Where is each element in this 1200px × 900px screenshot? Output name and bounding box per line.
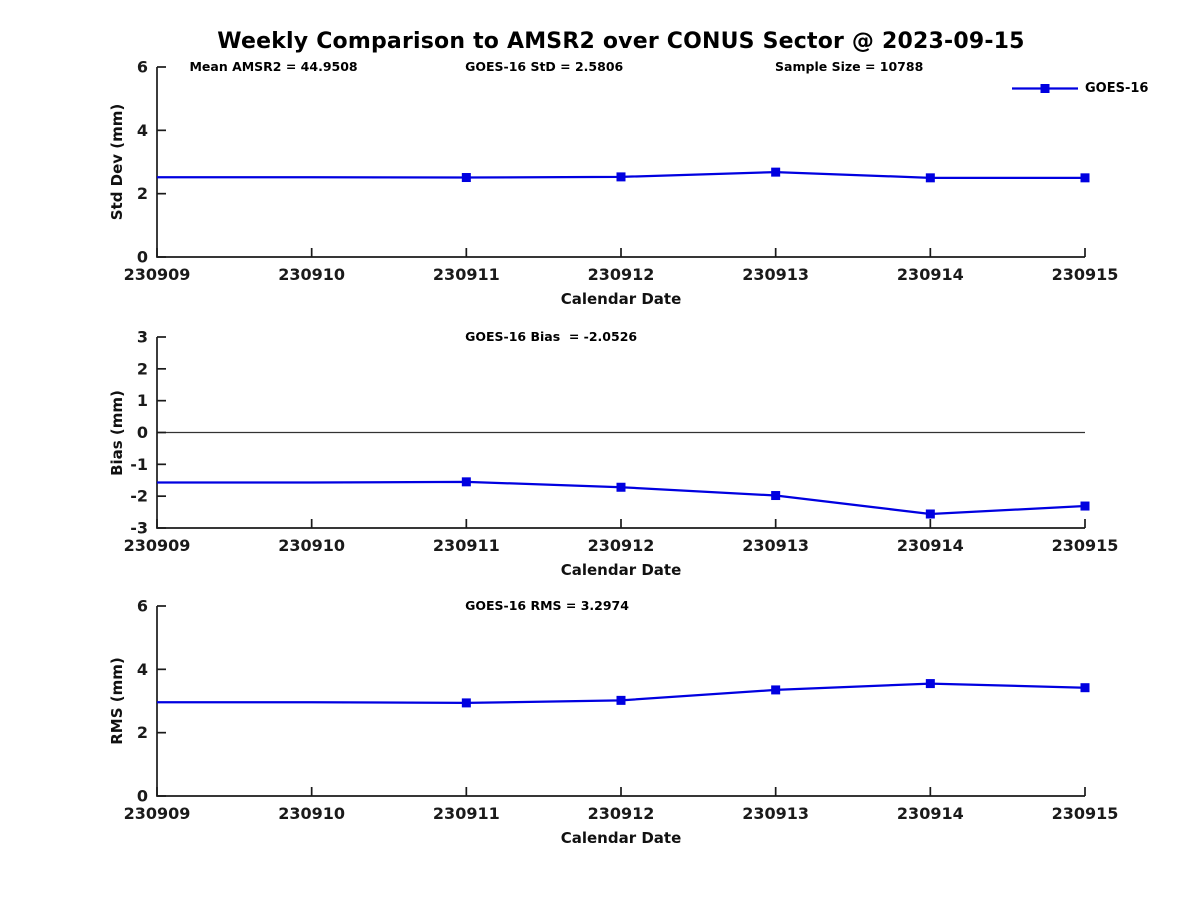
x-tick-label: 230912 (588, 536, 655, 555)
stddev-x-axis-label: Calendar Date (560, 290, 682, 308)
x-tick-label: 230909 (124, 265, 191, 284)
legend-line-marker-icon (1012, 84, 1078, 93)
annotation-goes16-std: GOES-16 StD = 2.5806 (465, 59, 624, 74)
y-tick-label: 1 (137, 391, 148, 410)
x-tick-label: 230914 (897, 804, 964, 823)
x-tick-label: 230913 (742, 265, 809, 284)
y-tick-label: -2 (130, 487, 148, 506)
rms-x-axis-label: Calendar Date (560, 829, 682, 847)
x-tick-label: 230912 (588, 265, 655, 284)
subplot-1: -3 -2 -1 0 1 2 3 230909 230910 230911 230912 230913… (124, 328, 1119, 556)
x-tick-label: 230909 (124, 804, 191, 823)
y-tick-label: 4 (137, 660, 148, 679)
x-tick-label: 230909 (124, 536, 191, 555)
data-point-marker (616, 695, 626, 705)
data-point-marker (616, 172, 626, 182)
subplot-2: 0 2 4 6 230909 230910 230911 230912 230913 230914… (124, 597, 1119, 824)
y-tick-label: 0 (137, 248, 148, 267)
data-point-marker (461, 698, 471, 708)
data-point-marker (1080, 173, 1090, 183)
y-tick-label: 0 (137, 787, 148, 806)
data-point-marker (616, 482, 626, 492)
data-point-marker (1080, 683, 1090, 693)
x-tick-label: 230911 (433, 265, 500, 284)
x-tick-label: 230910 (278, 804, 345, 823)
x-tick-label: 230911 (433, 804, 500, 823)
x-tick-label: 230915 (1052, 804, 1119, 823)
x-tick-label: 230914 (897, 536, 964, 555)
bias-x-axis-label: Calendar Date (560, 561, 682, 579)
legend: GOES-16 (1012, 80, 1148, 97)
data-point-marker (925, 173, 935, 183)
y-tick-label: 6 (137, 58, 148, 77)
y-tick-label: 2 (137, 359, 148, 378)
bias-y-axis-label: Bias (mm) (108, 390, 126, 476)
legend-label: GOES-16 (1085, 81, 1149, 96)
x-tick-label: 230913 (742, 804, 809, 823)
annotation-sample-size: Sample Size = 10788 (775, 59, 924, 74)
figure-title: Weekly Comparison to AMSR2 over CONUS Se… (217, 29, 1025, 54)
data-point-marker (461, 477, 471, 487)
data-point-marker (771, 685, 781, 695)
data-point-marker (771, 167, 781, 177)
stddev-y-axis-label: Std Dev (mm) (108, 103, 126, 221)
y-tick-label: 3 (137, 328, 148, 347)
y-tick-label: 0 (137, 423, 148, 442)
rms-y-axis-label: RMS (mm) (108, 657, 126, 745)
data-point-marker (925, 509, 935, 519)
data-point-marker (1080, 501, 1090, 511)
x-tick-label: 230911 (433, 536, 500, 555)
x-tick-label: 230912 (588, 804, 655, 823)
data-point-marker (925, 679, 935, 689)
x-tick-label: 230915 (1052, 265, 1119, 284)
annotation-mean-amsr2: Mean AMSR2 = 44.9508 (189, 59, 358, 74)
y-tick-label: 4 (137, 121, 148, 140)
data-point-marker (771, 491, 781, 501)
axes (156, 67, 1085, 258)
x-tick-label: 230910 (278, 536, 345, 555)
x-tick-label: 230914 (897, 265, 964, 284)
y-tick-label: -3 (130, 519, 148, 538)
y-tick-label: 6 (137, 597, 148, 616)
y-tick-label: -1 (130, 455, 148, 474)
x-tick-label: 230910 (278, 265, 345, 284)
annotation-goes16-rms: GOES-16 RMS = 3.2974 (465, 598, 629, 613)
x-tick-label: 230913 (742, 536, 809, 555)
y-tick-label: 2 (137, 184, 148, 203)
x-tick-label: 230915 (1052, 536, 1119, 555)
y-tick-label: 2 (137, 723, 148, 742)
subplot-0: 0 2 4 6 230909 230910 230911 230912 230913 230914… (124, 58, 1119, 285)
data-point-marker (461, 173, 471, 183)
annotation-goes16-bias: GOES-16 Bias = -2.0526 (465, 329, 638, 344)
